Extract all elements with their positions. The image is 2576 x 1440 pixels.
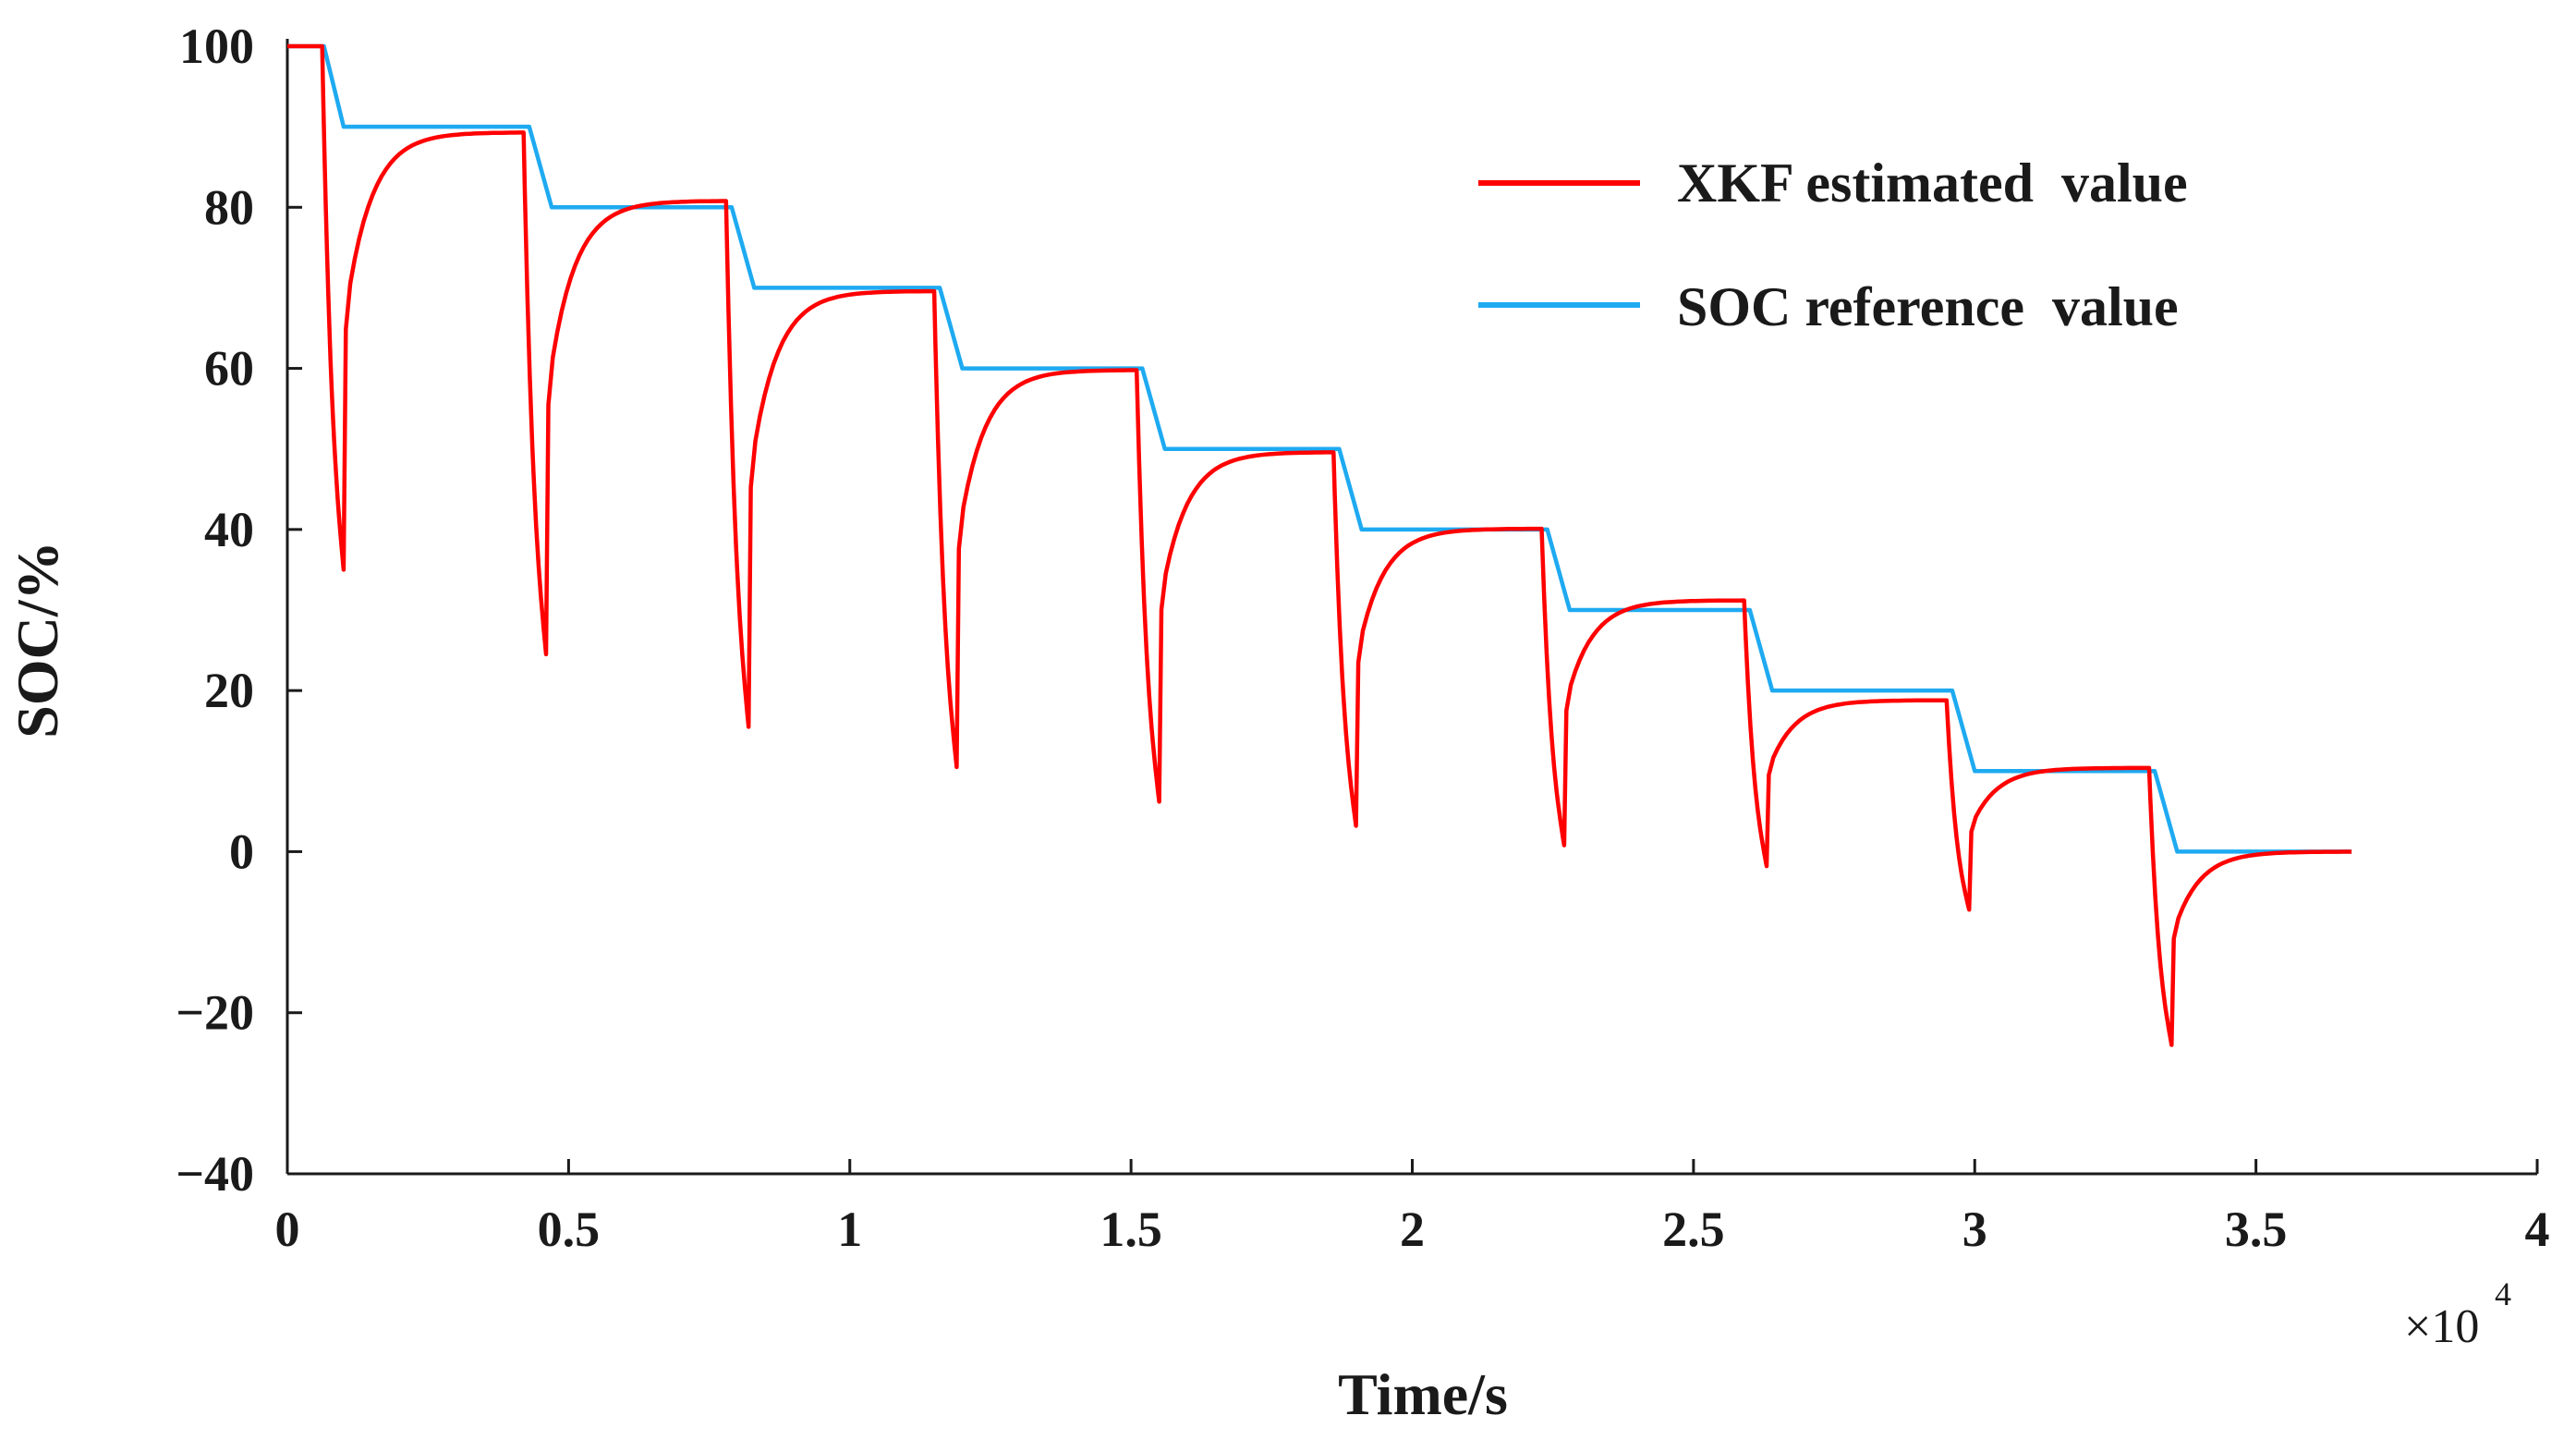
x-tick-label: 4 <box>2525 1202 2550 1257</box>
x-tick-label: 2.5 <box>1662 1202 1725 1257</box>
y-tick-label: −40 <box>176 1146 254 1202</box>
x-multiplier-base: ×10 <box>2404 1300 2479 1353</box>
series-layer <box>287 43 2352 1047</box>
x-axis-title: Time/s <box>1338 1361 1508 1427</box>
x-multiplier-exponent: 4 <box>2495 1275 2511 1312</box>
y-tick-label: 0 <box>229 824 254 879</box>
y-tick-label: −20 <box>176 985 254 1041</box>
x-axis-ticks: 0 0.5 1 1.5 2 2.5 3 3.5 4 <box>275 1159 2550 1257</box>
y-axis-ticks: −40 −20 0 20 40 60 80 100 <box>176 18 302 1202</box>
x-tick-label: 0.5 <box>538 1202 601 1257</box>
legend-label-xkf: XKF estimated value <box>1677 153 2188 214</box>
x-tick-label: 1.5 <box>1100 1202 1162 1257</box>
x-tick-label: 3.5 <box>2225 1202 2288 1257</box>
x-tick-label: 1 <box>837 1202 862 1257</box>
x-axis-multiplier: ×10 4 <box>2404 1275 2511 1353</box>
y-axis-title: SOC/% <box>5 541 70 738</box>
y-tick-label: 80 <box>204 179 254 235</box>
x-tick-label: 0 <box>275 1202 300 1257</box>
y-tick-label: 60 <box>204 341 254 397</box>
x-tick-label: 2 <box>1400 1202 1425 1257</box>
x-tick-label: 3 <box>1962 1202 1987 1257</box>
y-tick-label: 40 <box>204 502 254 557</box>
series-line-xkf-estimated <box>287 43 2352 1047</box>
y-tick-label: 20 <box>204 663 254 718</box>
y-tick-label: 100 <box>179 18 254 74</box>
legend-label-reference: SOC reference value <box>1677 276 2179 337</box>
series-line-soc-reference <box>287 43 2352 854</box>
legend: XKF estimated value SOC reference value <box>1478 153 2188 337</box>
